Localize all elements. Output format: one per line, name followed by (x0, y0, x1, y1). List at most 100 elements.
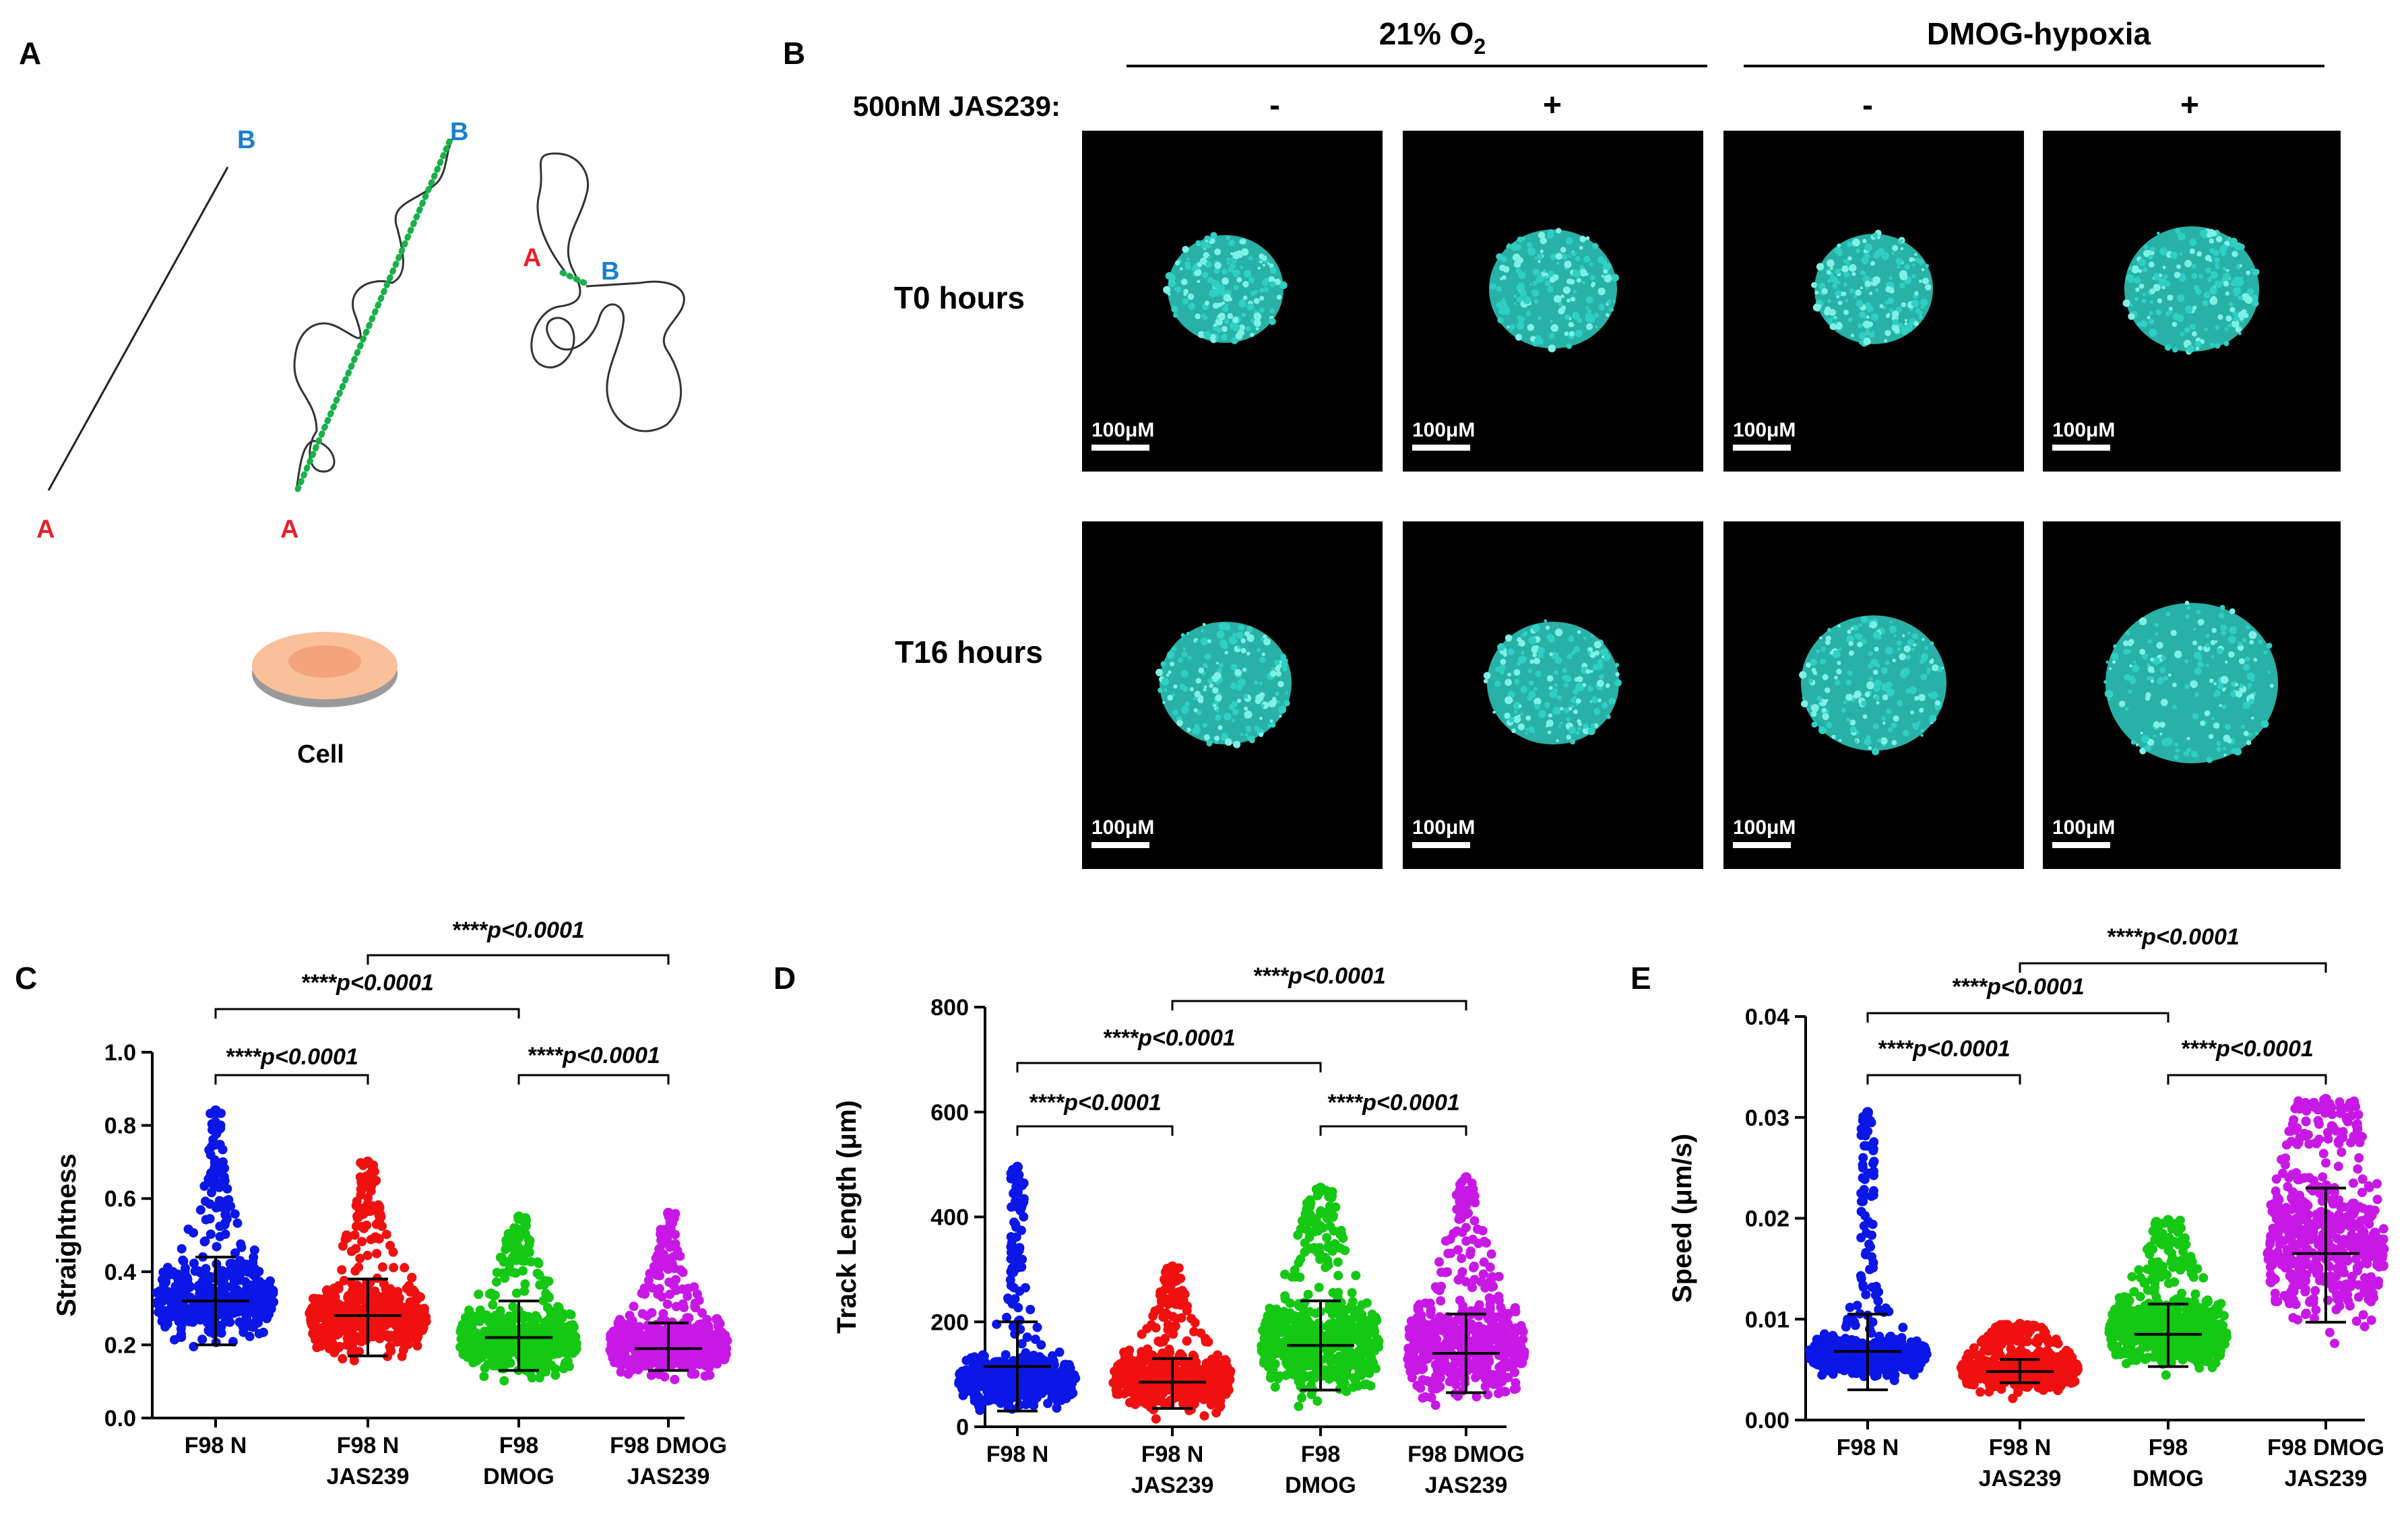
spheroid-speck (2230, 243, 2235, 247)
spheroid-speck (1202, 622, 1206, 626)
spheroid-speck (2194, 341, 2202, 348)
spheroid-speck (2136, 322, 2141, 327)
spheroid-speck (1858, 331, 1866, 340)
data-point (371, 1219, 381, 1229)
spheroid-speck (1279, 281, 1288, 290)
spheroid-speck (1540, 249, 1544, 253)
data-point (346, 1246, 356, 1256)
spheroid-speck (1897, 265, 1901, 269)
spheroid-speck (1507, 306, 1510, 309)
data-point (1155, 1287, 1166, 1297)
data-point (312, 1343, 322, 1353)
spheroid-speck (1822, 713, 1829, 720)
spheroid-speck (2153, 284, 2161, 292)
spheroid-speck (1518, 316, 1525, 323)
data-point (637, 1309, 647, 1319)
data-point (1216, 1359, 1226, 1369)
spheroid-speck (1237, 645, 1241, 649)
spheroid-speck (2128, 313, 2135, 320)
spheroid-speck (2134, 296, 2139, 301)
spheroid-speck (1821, 707, 1827, 713)
spheroid-speck (1824, 687, 1831, 693)
spheroid-speck (2222, 267, 2227, 271)
spheroid-speck (2214, 280, 2223, 288)
spheroid-speck (1549, 319, 1553, 323)
spheroid-speck (1215, 714, 1222, 721)
spheroid-speck (1184, 263, 1191, 270)
spheroid-speck (1839, 738, 1842, 742)
spheroid-speck (2192, 713, 2199, 720)
spheroid-speck (1224, 318, 1230, 324)
spheroid-speck (2184, 259, 2192, 267)
spheroid-speck (2109, 667, 2112, 670)
spheroid-speck (2260, 719, 2269, 728)
spheroid-speck (2210, 296, 2217, 302)
spheroid-speck (1195, 678, 1201, 684)
x-tick-label: F98 N (1141, 1442, 1204, 1467)
data-point (694, 1295, 704, 1306)
data-point (1182, 1386, 1193, 1396)
spheroid-speck (1566, 278, 1573, 284)
spheroid-speck (1189, 304, 1193, 308)
spheroid-speck (2135, 287, 2140, 292)
spheroid-speck (1562, 286, 1571, 294)
spheroid-speck (1210, 337, 1217, 344)
spheroid-speck (2194, 667, 2202, 675)
data-point (375, 1330, 385, 1340)
spheroid-speck (2147, 315, 2151, 320)
spheroid-speck (1865, 302, 1871, 309)
spheroid-speck (1898, 323, 1903, 328)
spheroid-speck (1161, 678, 1169, 686)
data-point-max (663, 1207, 674, 1219)
spheroid-speck (1843, 271, 1850, 278)
spheroid-speck (1911, 273, 1916, 279)
spheroid-speck (1215, 740, 1219, 744)
spheroid-speck (1851, 271, 1856, 276)
data-point (222, 1214, 232, 1224)
scale-bar-label: 100μM (2052, 816, 2115, 839)
data-point (397, 1351, 407, 1361)
spheroid-speck (1500, 277, 1503, 281)
spheroid-speck (2165, 612, 2171, 617)
spheroid-speck (1590, 283, 1595, 288)
spheroid-speck (2200, 720, 2205, 726)
spheroid-speck (1835, 268, 1841, 275)
spheroid-speck (1602, 653, 1611, 662)
data-point (381, 1229, 391, 1240)
spheroid-speck (1202, 271, 1209, 278)
spheroid-speck (2250, 678, 2255, 682)
spheroid-speck (2220, 676, 2229, 684)
spheroid-speck (1240, 238, 1246, 245)
spheroid-speck (2246, 288, 2254, 296)
spheroid-speck (1554, 656, 1562, 664)
spheroid-speck (1198, 697, 1204, 704)
micrograph-r2-c3: 100μM (1723, 521, 2024, 869)
data-point (153, 1297, 163, 1307)
spheroid-speck (1889, 276, 1893, 280)
data-point (1112, 1376, 1122, 1386)
data-point (684, 1313, 694, 1323)
spheroid-speck (1499, 664, 1506, 671)
spheroid-speck (1275, 671, 1282, 677)
spheroid-speck (1221, 268, 1228, 275)
spheroid-speck (2253, 657, 2258, 662)
spheroid-speck (1829, 275, 1837, 283)
spheroid-speck (1221, 277, 1229, 285)
spheroid-speck (1882, 721, 1886, 725)
spheroid-speck (2223, 273, 2231, 281)
data-point (385, 1342, 395, 1352)
spheroid-speck (1508, 716, 1515, 723)
data-point (377, 1262, 387, 1272)
spheroid-speck (2258, 639, 2263, 645)
bracket-line (214, 1074, 369, 1085)
data-point (396, 1319, 406, 1329)
spheroid-speck (1899, 272, 1908, 281)
spheroid-speck (2138, 284, 2145, 289)
micrograph-r1-c2: 100μM (1403, 131, 1703, 472)
data-point (1182, 1336, 1192, 1346)
spheroid-speck (1920, 734, 1924, 737)
spheroid-speck (1874, 695, 1880, 701)
spheroid-speck (1521, 634, 1525, 637)
spheroid-speck (1570, 251, 1575, 255)
spheroid-speck (1501, 256, 1507, 262)
